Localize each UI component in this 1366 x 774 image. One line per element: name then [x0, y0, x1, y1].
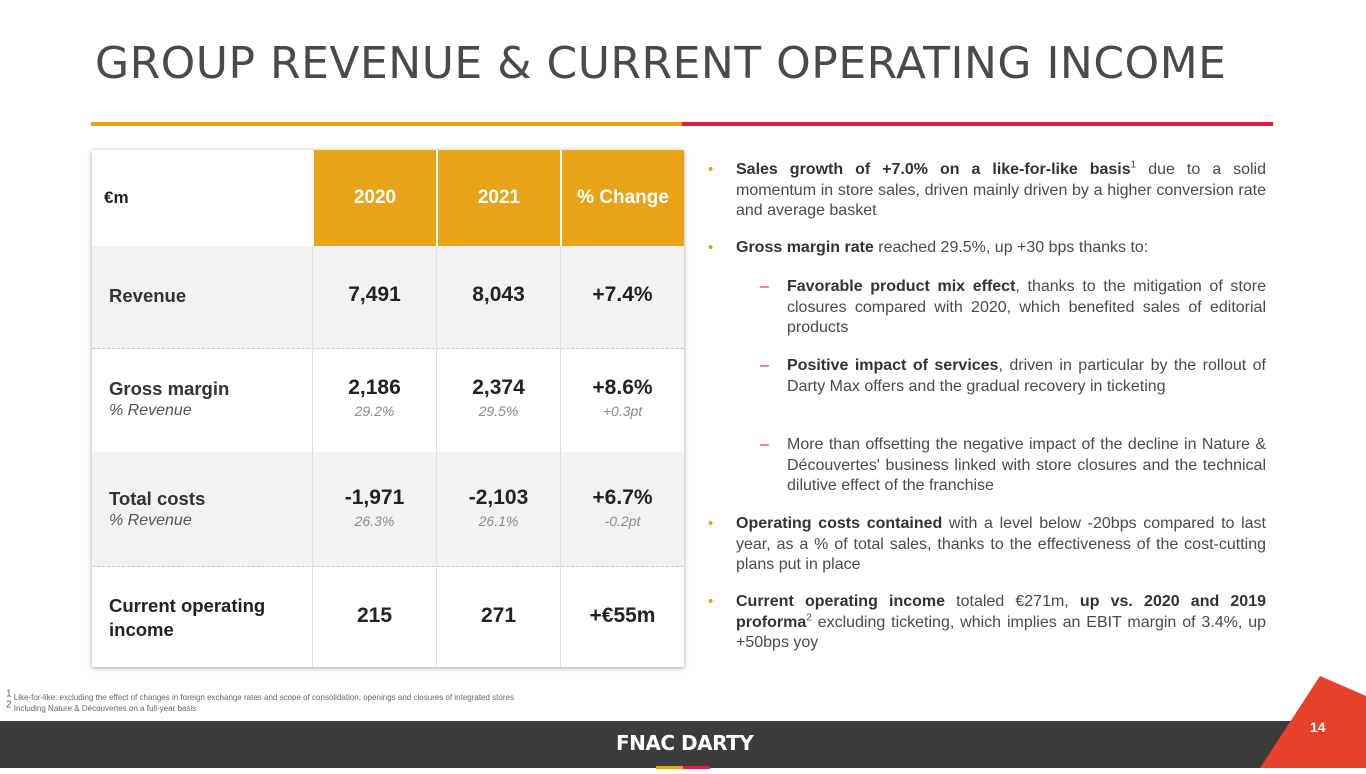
bullet-bold: Favorable product mix effect — [787, 278, 1016, 295]
footnote-number: 1 — [6, 688, 12, 700]
table-row: Gross margin % Revenue 2,186 29.2% 2,374… — [92, 348, 684, 453]
footnote-ref: 1 — [1130, 159, 1137, 171]
value-change: +8.6% — [592, 376, 653, 399]
table-row: Revenue 7,491 8,043 +7.4% — [92, 246, 684, 349]
pct-change: +0.3pt — [602, 403, 643, 419]
bullet-text: reached 29.5%, up +30 bps thanks to: — [873, 239, 1149, 256]
brand-underline — [656, 756, 710, 769]
value-2020: 7,491 — [348, 283, 401, 306]
bullet-bold: Current operating income — [736, 593, 946, 610]
bullet-gross-margin: • Gross margin rate reached 29.5%, up +3… — [708, 238, 1266, 259]
row-sublabel: % Revenue — [109, 512, 192, 529]
bullet-sales-growth: • Sales growth of +7.0% on a like-for-li… — [708, 160, 1266, 222]
bullet-text: , driven in particular by the rollout of… — [787, 357, 1266, 395]
bullet-text: excluding ticketing, which implies an EB… — [736, 613, 1266, 652]
row-label-line1: Current operating — [109, 595, 266, 616]
page-title: GROUP REVENUE & CURRENT OPERATING INCOME — [95, 38, 1227, 89]
footnote-2: 2 Including Nature & Découvertes on a fu… — [6, 700, 514, 714]
table-row: Total costs % Revenue -1,971 26.3% -2,10… — [92, 452, 684, 567]
pct-2020: 29.2% — [354, 403, 395, 419]
bullet-bold: Positive impact of services — [787, 357, 999, 374]
corner-accent — [1260, 676, 1366, 768]
sub-bullet-offsetting: – More than offsetting the negative impa… — [760, 435, 1266, 497]
row-sublabel: % Revenue — [109, 402, 192, 419]
value-2020: -1,971 — [344, 486, 405, 509]
row-label: Total costs — [109, 488, 206, 509]
bullet-icon: • — [708, 593, 714, 610]
row-label: Revenue — [109, 285, 187, 306]
footnote-number: 2 — [6, 699, 12, 711]
header-2021: 2021 — [436, 150, 560, 246]
footnote-text: Including Nature & Découvertes on a full… — [13, 704, 197, 713]
title-rule-yellow — [91, 122, 682, 126]
bullet-icon: • — [708, 515, 714, 532]
sub-bullet-product-mix: – Favorable product mix effect, thanks t… — [760, 277, 1266, 339]
bullet-text: due to a solid momentum in store sales, … — [736, 161, 1266, 219]
row-label: Gross margin — [109, 378, 230, 399]
footnote-ref: 2 — [806, 612, 812, 624]
footnotes: 1 Like-for-like: excluding the effect of… — [6, 689, 514, 714]
dash-icon: – — [760, 436, 769, 453]
value-change: +6.7% — [592, 486, 653, 509]
value-2021: 271 — [480, 604, 517, 627]
sub-bullet-services: – Positive impact of services, driven in… — [760, 356, 1266, 397]
pct-2021: 29.5% — [478, 403, 519, 419]
table-header-row: €m 2020 2021 % Change — [92, 150, 684, 246]
value-change: +€55m — [589, 604, 656, 627]
bullet-bold: up vs. 2020 and 2019 proforma — [736, 593, 1266, 631]
value-2021: 2,374 — [472, 376, 525, 399]
bullet-text: , thanks to the mitigation of store clos… — [787, 278, 1267, 336]
bullet-bold: Operating costs contained — [736, 515, 943, 532]
value-2021: 8,043 — [472, 283, 525, 306]
dash-icon: – — [760, 278, 769, 295]
pct-2020: 26.3% — [354, 513, 395, 529]
bullet-operating-costs: • Operating costs contained with a level… — [708, 514, 1266, 576]
footnote-text: Like-for-like: excluding the effect of c… — [13, 693, 514, 702]
bullet-text: More than offsetting the negative impact… — [787, 436, 1266, 494]
bullet-text: with a level below -20bps compared to la… — [736, 515, 1267, 573]
bullet-bold: Gross margin rate — [736, 239, 874, 256]
value-2020: 215 — [356, 604, 393, 627]
value-2020: 2,186 — [348, 376, 401, 399]
title-rule-red — [682, 122, 1273, 126]
brand-logo: FNAC DARTY — [616, 731, 754, 755]
bullet-text: totaled €271m, — [945, 593, 1080, 610]
value-2021: -2,103 — [468, 486, 529, 509]
bullet-icon: • — [708, 161, 714, 178]
bullet-icon: • — [708, 239, 714, 256]
financial-table: €m 2020 2021 % Change Revenue 7,491 8,04… — [92, 150, 684, 667]
header-2020: 2020 — [312, 150, 436, 246]
pct-2021: 26.1% — [478, 513, 519, 529]
bullet-bold: Sales growth of +7.0% on a like-for-like… — [736, 161, 1131, 178]
dash-icon: – — [760, 357, 769, 374]
value-change: +7.4% — [592, 283, 653, 306]
footer-bar — [0, 721, 1366, 768]
footnote-1: 1 Like-for-like: excluding the effect of… — [6, 689, 514, 703]
row-label-line2: income — [109, 619, 174, 640]
header-change: % Change — [560, 150, 684, 246]
bullet-operating-income: • Current operating income totaled €271m… — [708, 592, 1266, 654]
page-number: 14 — [1310, 719, 1326, 735]
table-row: Current operating income 215 271 +€55m — [92, 566, 684, 667]
header-unit: €m — [104, 188, 129, 207]
pct-change: -0.2pt — [604, 513, 641, 529]
